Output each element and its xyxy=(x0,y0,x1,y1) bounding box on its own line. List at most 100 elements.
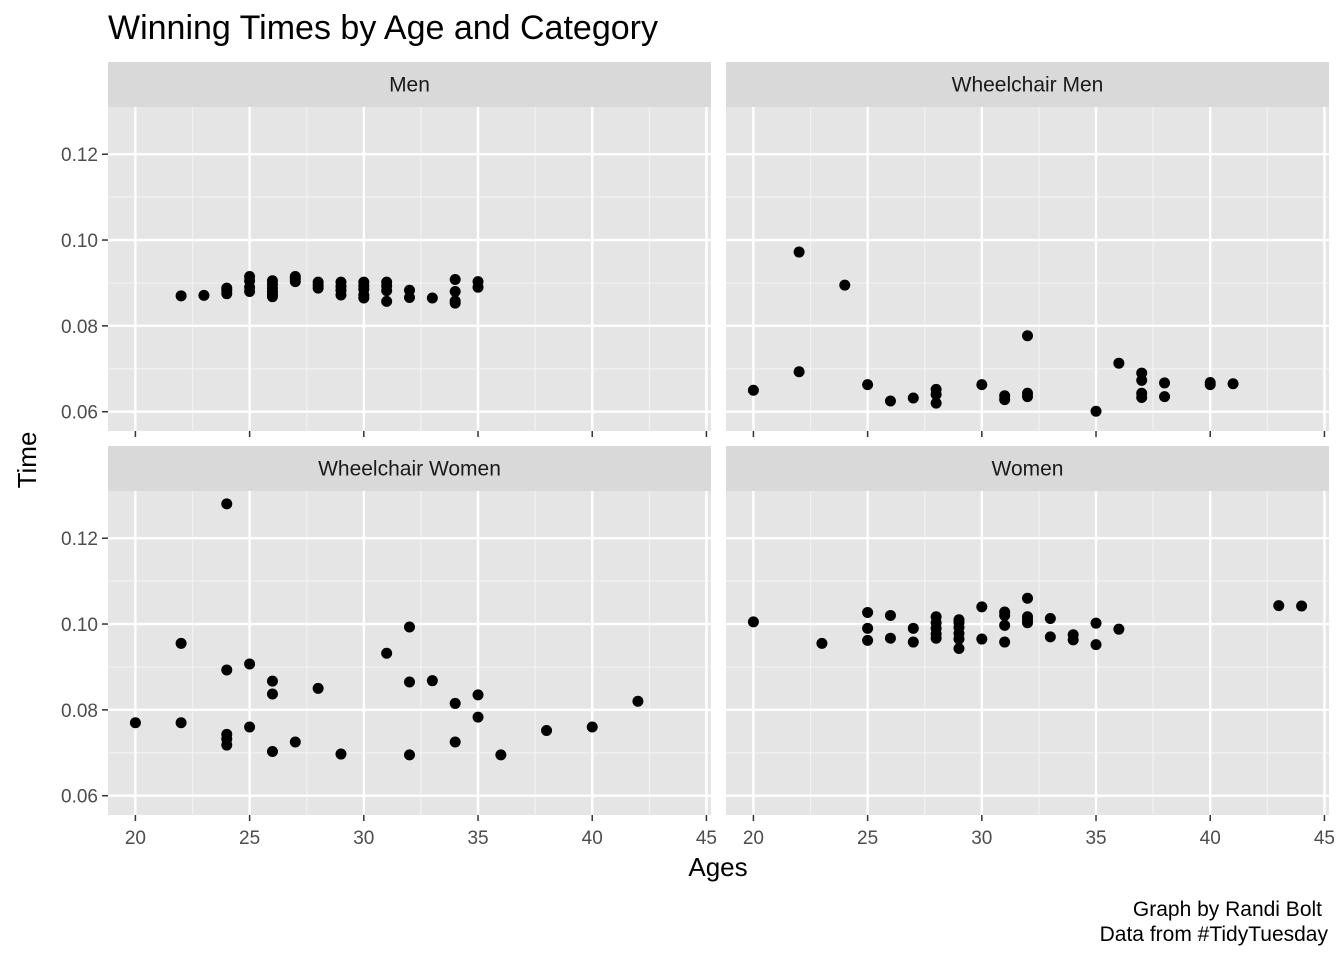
data-point xyxy=(381,295,393,307)
data-point xyxy=(1136,387,1148,399)
y-tick-label: 0.10 xyxy=(61,231,98,252)
y-axis-label: Time xyxy=(12,432,42,489)
data-point xyxy=(129,717,141,729)
data-point xyxy=(266,675,278,687)
panel-background xyxy=(108,107,711,431)
data-point xyxy=(999,606,1011,618)
strip-women xyxy=(726,446,1329,491)
data-point xyxy=(999,390,1011,402)
x-tick-label: 45 xyxy=(696,828,717,849)
data-point xyxy=(976,379,988,391)
data-point xyxy=(381,647,393,659)
data-point xyxy=(1022,387,1033,399)
data-point xyxy=(1044,631,1056,643)
data-point xyxy=(747,616,759,628)
data-point xyxy=(907,622,919,634)
facet-panels: Men 0.06 0.08 0.10 0.12 Wheelchair Men Wheelch… xyxy=(61,62,1335,849)
y-tick-label: 0.12 xyxy=(61,529,98,550)
data-point xyxy=(1136,367,1148,379)
panel-wheelchair-women: Wheelchair Women 0.06 0.08 0.10 0.12 20 25 30 35… xyxy=(61,446,717,849)
data-point xyxy=(884,395,896,407)
panel-wheelchair-men: Wheelchair Men xyxy=(726,62,1329,437)
data-point xyxy=(335,748,347,760)
data-point xyxy=(793,366,805,378)
data-point xyxy=(449,295,461,307)
data-point xyxy=(244,721,256,733)
panel-men: Men 0.06 0.08 0.10 0.12 xyxy=(61,62,711,437)
data-point xyxy=(449,697,461,709)
data-point xyxy=(472,276,484,288)
x-tick-label: 20 xyxy=(743,828,764,849)
data-point xyxy=(1273,600,1285,612)
data-point xyxy=(312,682,324,694)
data-point xyxy=(426,292,438,304)
data-point xyxy=(862,379,874,391)
panel-background xyxy=(726,107,1329,431)
data-point xyxy=(907,636,919,648)
y-tick-label: 0.06 xyxy=(61,403,98,424)
data-point xyxy=(495,749,507,761)
data-point xyxy=(930,397,942,409)
chart-title: Winning Times by Age and Category xyxy=(108,9,658,47)
y-tick-label: 0.08 xyxy=(61,701,98,722)
y-tick-label: 0.06 xyxy=(61,787,98,808)
data-point xyxy=(907,392,919,404)
data-point xyxy=(1113,357,1125,369)
data-point xyxy=(404,621,415,633)
data-point xyxy=(312,276,324,288)
data-point xyxy=(266,275,278,287)
data-point xyxy=(221,664,233,676)
data-point xyxy=(449,736,461,748)
data-point xyxy=(632,695,644,707)
strip-label-wheelchair-women: Wheelchair Women xyxy=(318,458,501,481)
data-point xyxy=(175,637,187,649)
data-point xyxy=(244,658,256,670)
data-point xyxy=(358,276,370,288)
x-tick-label: 40 xyxy=(1200,828,1221,849)
y-tick-label: 0.10 xyxy=(61,615,98,636)
data-point xyxy=(472,711,484,723)
data-point xyxy=(862,622,874,634)
data-point xyxy=(816,637,828,649)
data-point xyxy=(1159,391,1171,403)
strip-label-wheelchair-men: Wheelchair Men xyxy=(952,74,1104,97)
data-point xyxy=(999,619,1011,631)
data-point xyxy=(930,383,942,395)
strip-label-women: Women xyxy=(992,458,1064,481)
data-point xyxy=(953,614,965,626)
data-point xyxy=(198,289,210,301)
data-point xyxy=(1090,405,1102,417)
data-point xyxy=(976,633,988,645)
data-point xyxy=(404,284,415,296)
data-point xyxy=(1044,612,1056,624)
data-point xyxy=(1227,378,1239,390)
data-point xyxy=(381,276,393,288)
data-point xyxy=(221,739,233,751)
data-point xyxy=(1022,592,1033,604)
data-point xyxy=(541,724,553,736)
data-point xyxy=(976,601,988,613)
x-tick-label: 35 xyxy=(1085,828,1106,849)
x-tick-label: 20 xyxy=(125,828,146,849)
data-point xyxy=(266,745,278,757)
data-point xyxy=(839,279,851,291)
x-axis-label: Ages xyxy=(688,852,747,882)
data-point xyxy=(884,632,896,644)
panel-background xyxy=(726,491,1329,815)
caption-source: Data from #TidyTuesday xyxy=(1100,923,1329,946)
strip-wheelchair-men xyxy=(726,62,1329,107)
x-tick-label: 40 xyxy=(582,828,603,849)
x-tick-label: 35 xyxy=(467,828,488,849)
x-tick-label: 25 xyxy=(857,828,878,849)
strip-label-men: Men xyxy=(389,74,430,97)
data-point xyxy=(266,688,278,700)
data-point xyxy=(1159,377,1171,389)
data-point xyxy=(884,609,896,621)
data-point xyxy=(793,246,805,258)
data-point xyxy=(175,290,187,302)
strip-men xyxy=(108,62,711,107)
data-point xyxy=(335,276,347,288)
strip-wheelchair-women xyxy=(108,446,711,491)
panel-background xyxy=(108,491,711,815)
